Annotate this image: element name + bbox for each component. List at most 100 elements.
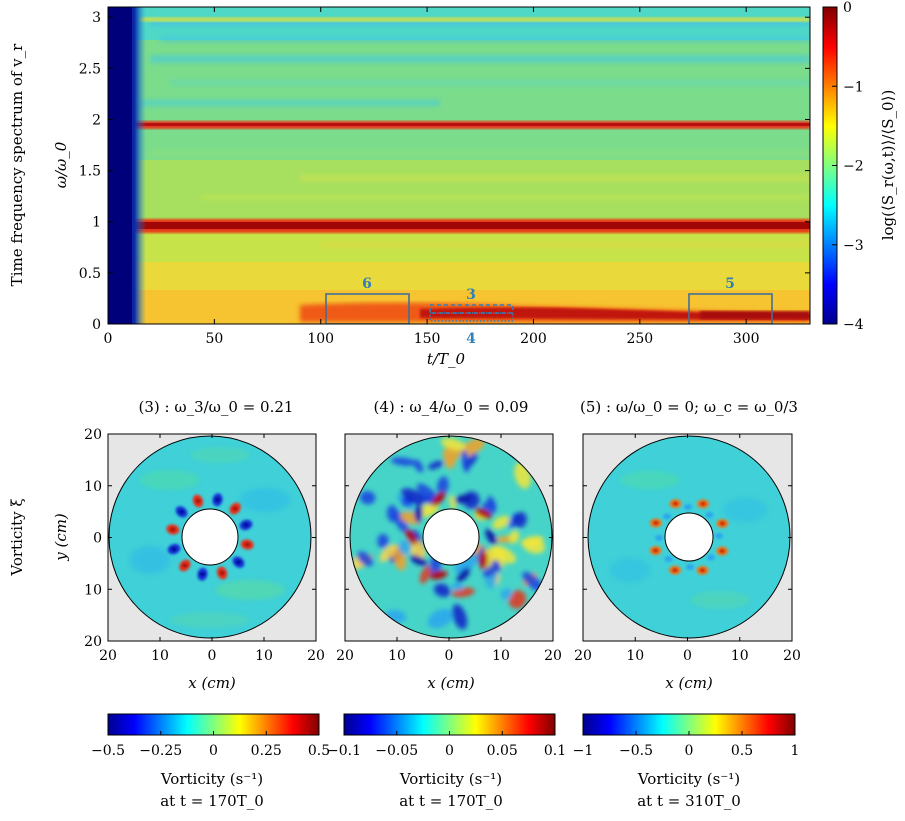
- colorbar-tick-label: 0.1: [544, 743, 566, 759]
- panel-x-tick-label: 10: [255, 648, 273, 664]
- box-3: [429, 304, 514, 314]
- colorbar-3-time: at t = 170T_0: [160, 792, 264, 810]
- panel-3-inner-cylinder: [181, 508, 239, 566]
- vortex-core: [194, 498, 201, 504]
- turbulent-patch: [452, 604, 468, 630]
- colorbar-5-time: at t = 310T_0: [637, 792, 741, 810]
- spectrum-y-ticks: 0 0.5 1 1.5 2 2.5 3: [79, 10, 810, 333]
- colorbar-5-label: Vorticity (s⁻¹): [637, 770, 740, 788]
- spectrum-y-tick-label: 0.5: [79, 266, 101, 282]
- spectrum-frame: [107, 6, 811, 325]
- turbulent-patch: [413, 459, 424, 473]
- vortex-core: [199, 572, 206, 577]
- vortex-core: [652, 548, 659, 553]
- turbulent-patch: [461, 449, 470, 473]
- vortex-core: [232, 506, 239, 511]
- turbulent-patch: [377, 533, 389, 549]
- panel-y-tick-label: 20: [84, 427, 102, 443]
- vortex-core: [219, 570, 226, 576]
- turbulent-patch: [393, 510, 408, 533]
- panel-y-tick-label: 10: [84, 479, 102, 495]
- vortex-weak: [714, 532, 723, 539]
- box-label-4: 4: [466, 331, 476, 347]
- spectrum-y-label: ω/ω_0: [52, 141, 70, 188]
- vorticity-row-label: Vorticity ξ: [8, 498, 26, 576]
- spectrum-y-tick-label: 0: [92, 317, 101, 333]
- panel-5-x-label: x (cm): [665, 674, 713, 692]
- spectrum-x-tick-label: 0: [104, 331, 113, 347]
- turbulent-patch: [440, 437, 466, 451]
- colorbar-tick-label: −4: [843, 317, 864, 333]
- vortex: [431, 491, 446, 507]
- vortex-core: [719, 548, 726, 554]
- turbulent-patch: [487, 495, 497, 510]
- spectrum-colorbar: 0 −1 −2 −3 −4 log(⟨S_r(ω,t)⟩/⟨S_0⟩): [822, 0, 897, 333]
- spectrum-x-tick-label: 50: [205, 331, 223, 347]
- panel-x-tick-label: 20: [574, 648, 592, 664]
- colorbar-tick-label: −3: [843, 238, 864, 254]
- vortex-weak: [706, 554, 715, 561]
- vorticity-panel-4: (4) : ω_4/ω_0 = 0.09 20 10 0 10 20 x (cm): [336, 398, 562, 692]
- panel-y-tick-label: 20: [84, 634, 102, 650]
- vorticity-panel-3: (3) : ω_3/ω_0 = 0.21 20 10 0 10 20201001020 …: [84, 398, 325, 692]
- panel-5-title: (5) : ω/ω_0 = 0; ω_c = ω_0/3: [580, 398, 798, 416]
- colorbar-tick-label: −0.05: [375, 743, 418, 759]
- vortex-weak: [663, 513, 672, 520]
- panel-y-tick-label: 0: [93, 531, 102, 547]
- turbulent-patch: [450, 582, 464, 591]
- turbulent-patch: [419, 565, 431, 584]
- spectrum-y-tick-label: 1.5: [79, 164, 101, 180]
- vortex: [479, 551, 488, 570]
- vorticity-y-label: y (cm): [52, 513, 70, 562]
- turbulent-patch: [398, 540, 412, 555]
- spectrum-x-tick-label: 250: [626, 331, 653, 347]
- panel-x-tick-label: 0: [445, 648, 454, 664]
- colorbar-panel-4: −0.1 −0.05 0 0.05 0.1 Vorticity (s⁻¹) at t =…: [327, 713, 566, 810]
- turbulent-patch: [522, 571, 543, 592]
- spectrum-y-tick-label: 1: [92, 215, 101, 231]
- turbulent-patch: [379, 544, 397, 562]
- turbulent-patch: [492, 515, 510, 530]
- spectrum-x-tick-label: 300: [733, 331, 760, 347]
- colorbar-tick-label: −0.1: [327, 743, 361, 759]
- turbulent-patch: [482, 564, 499, 578]
- colorbar-tick-label: −0.5: [619, 743, 653, 759]
- turbulent-patch: [427, 608, 454, 629]
- panel-5-inner-cylinder: [664, 512, 714, 562]
- box-6: [325, 293, 410, 324]
- colorbar-tick-label: 0.05: [487, 743, 518, 759]
- panel-x-tick-label: 0: [683, 648, 692, 664]
- colorbar-tick-label: 0: [685, 743, 694, 759]
- vortex: [474, 508, 492, 519]
- vortex-core: [170, 546, 177, 552]
- panel-x-tick-label: 20: [336, 648, 354, 664]
- turbulent-patch: [400, 488, 426, 505]
- turbulent-patch: [390, 457, 416, 466]
- vortex: [429, 570, 448, 580]
- vortex-core: [672, 501, 679, 506]
- vortex-core: [244, 542, 251, 547]
- turbulent-patch: [449, 495, 456, 510]
- colorbar-tick-label: 0.25: [251, 743, 282, 759]
- colorbar-tick-label: −1: [843, 79, 864, 95]
- panel-x-tick-label: 20: [99, 648, 117, 664]
- colorbar-tick-label: 0.5: [308, 743, 330, 759]
- vortex: [405, 528, 417, 546]
- panel-x-tick-label: 20: [544, 648, 562, 664]
- colorbar-tick-label: −0.25: [139, 743, 182, 759]
- colorbar-tick-label: 1: [791, 743, 800, 759]
- vortex-weak: [686, 563, 695, 570]
- vorticity-panel-5: (5) : ω/ω_0 = 0; ω_c = ω_0/3 20 10 0 10 20 x…: [574, 398, 801, 692]
- colorbar-tick-label: −2: [843, 159, 864, 175]
- turbulent-patch: [356, 551, 373, 567]
- colorbar-4-label: Vorticity (s⁻¹): [399, 770, 502, 788]
- vortex: [410, 555, 428, 566]
- vortex-weak: [655, 535, 664, 542]
- vortex: [456, 567, 471, 583]
- vortex-core: [719, 521, 726, 526]
- turbulent-patch: [513, 512, 527, 528]
- box-5: [688, 293, 773, 324]
- spectrum-y-tick-label: 2.5: [79, 61, 101, 77]
- panel-x-tick-label: 10: [626, 648, 644, 664]
- spectrum-x-tick-label: 200: [520, 331, 547, 347]
